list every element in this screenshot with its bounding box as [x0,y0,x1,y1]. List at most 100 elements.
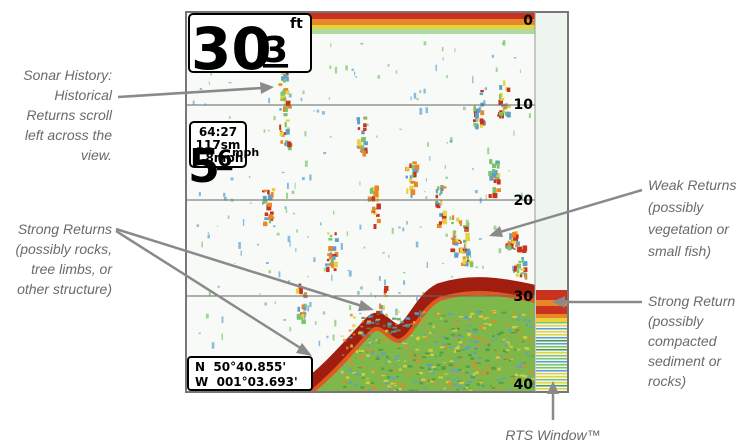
bottom-speck [348,381,352,385]
bottom-speck [395,323,398,326]
return-speck [333,261,338,268]
bottom-speck [469,374,474,377]
return-speck [284,122,287,128]
bottom-speck [480,373,486,376]
arrow-head [489,226,503,237]
clutter-speck [314,321,317,325]
return-speck [373,191,379,198]
clutter-speck [425,107,429,114]
return-speck [464,256,467,259]
clutter-speck [348,270,352,277]
bottom-speck [398,387,402,391]
bottom-speck [454,369,459,371]
bottom-speck [448,363,454,367]
return-speck [281,72,286,75]
clutter-speck [360,286,363,290]
bottom-speck [485,348,490,352]
bottom-speck [510,331,516,334]
return-speck [498,99,503,105]
bottom-speck [417,336,421,340]
bottom-speck [387,324,392,328]
bottom-speck [390,330,396,333]
bottom-speck [365,335,371,338]
bottom-speck [424,327,428,331]
bottom-speck [441,373,444,376]
bottom-speck [516,348,521,351]
bottom-speck [390,388,395,390]
return-speck [515,244,518,248]
clutter-speck [463,244,466,250]
bottom-speck [435,333,439,335]
return-speck [469,261,474,268]
rts-band [536,300,567,306]
bottom-speck [438,376,443,379]
bottom-speck [370,383,373,386]
clutter-speck [454,48,456,53]
clutter-speck [395,70,398,74]
return-speck [362,150,367,157]
bottom-speck [366,354,370,357]
clutter-speck [204,103,207,106]
clutter-speck [256,243,260,246]
rts-band [536,306,567,314]
bottom-speck [467,325,473,327]
return-speck [491,174,495,179]
clutter-speck [454,230,456,233]
clutter-speck [268,270,272,274]
bottom-speck [348,357,352,360]
clutter-speck [289,241,291,247]
bottom-speck [477,357,482,360]
bottom-speck [409,354,415,357]
clutter-speck [306,276,309,278]
bottom-speck [456,388,459,391]
return-speck [263,189,268,192]
clutter-speck [513,57,517,59]
return-speck [405,175,408,179]
return-speck [271,188,276,192]
bottom-speck [355,350,359,353]
bottom-speck [357,367,362,369]
clutter-speck [419,226,422,228]
clutter-speck [354,71,356,76]
clutter-speck [444,164,446,169]
return-speck [264,212,269,217]
bottom-speck [520,362,525,365]
arrow-head [547,381,559,394]
callout-text: view. [81,147,112,163]
clutter-speck [210,70,213,76]
bottom-speck [349,313,353,317]
return-speck [283,107,288,112]
return-speck [303,303,307,308]
bottom-speck [348,329,352,332]
bottom-speck [442,343,446,346]
bottom-speck [523,381,528,385]
bottom-speck [375,318,381,321]
bottom-speck [433,354,436,358]
clutter-speck [221,316,224,324]
bottom-speck [420,367,425,369]
bottom-speck [385,355,389,359]
clutter-speck [352,329,354,331]
bottom-speck [499,331,504,335]
bottom-speck [345,376,350,379]
bottom-speck [394,357,399,361]
bottom-speck [467,335,471,337]
bottom-speck [361,372,365,376]
bottom-speck [486,366,492,370]
bottom-speck [412,359,417,362]
bottom-speck [372,337,376,340]
return-speck [379,303,382,310]
bottom-speck [521,340,525,343]
bottom-speck [519,365,522,368]
bottom-speck [446,377,450,380]
rts-band [536,325,567,327]
bottom-speck [477,319,481,321]
return-speck [413,181,418,188]
bottom-speck [512,326,516,329]
return-speck [282,106,286,112]
return-speck [412,169,417,172]
return-speck [376,187,380,191]
return-speck [489,175,494,181]
bottom-speck [370,381,375,384]
return-speck [376,310,381,314]
